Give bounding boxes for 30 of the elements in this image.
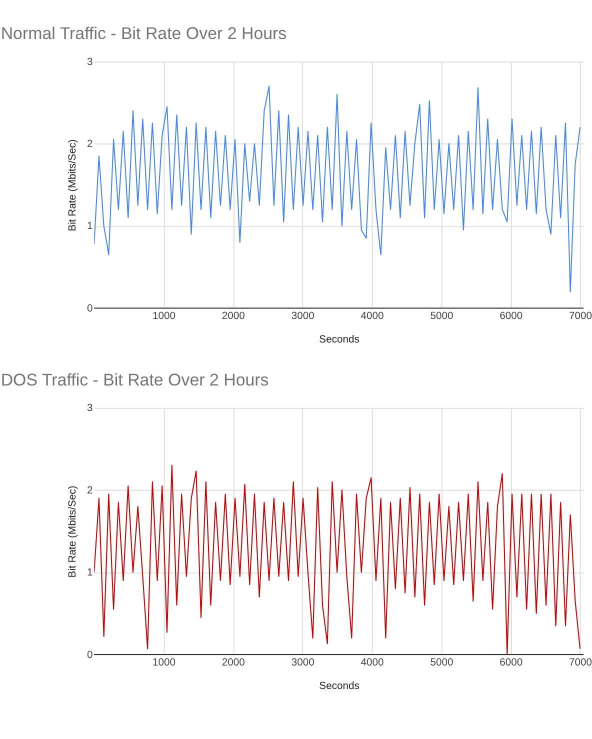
y-tick-label: 2 (86, 485, 93, 496)
y-tick-label: 2 (86, 139, 93, 150)
x-axis-title: Seconds (319, 334, 360, 346)
y-tick-label: 1 (86, 221, 93, 232)
chart-title: Normal Traffic - Bit Rate Over 2 Hours (0, 24, 287, 43)
x-tick-label: 7000 (569, 657, 592, 668)
line-series (94, 86, 581, 292)
x-tick-label: 3000 (291, 657, 315, 668)
x-tick-label: 2000 (222, 657, 246, 668)
x-tick-label: 6000 (500, 657, 523, 668)
y-tick-label: 3 (86, 403, 93, 414)
x-tick-label: 6000 (500, 310, 523, 322)
x-tick-label: 1000 (152, 657, 176, 668)
x-tick-label: 3000 (291, 310, 315, 322)
y-tick-label: 1 (86, 568, 93, 579)
x-tick-label: 7000 (569, 310, 592, 322)
y-tick-label: 0 (86, 650, 93, 661)
x-tick-label: 4000 (360, 657, 384, 668)
x-axis-title: Seconds (319, 680, 360, 692)
y-tick-label: 3 (86, 56, 93, 68)
x-tick-label: 1000 (152, 310, 176, 322)
x-tick-label: 5000 (430, 310, 454, 322)
y-axis-title: Bit Rate (Mbits/Sec) (68, 486, 79, 578)
line-series (94, 464, 581, 654)
x-tick-label: 2000 (222, 310, 246, 322)
x-tick-label: 4000 (360, 310, 384, 322)
y-tick-label: 0 (86, 303, 93, 314)
y-axis-title: Bit Rate (Mbits/Sec) (68, 139, 79, 232)
x-tick-label: 5000 (430, 657, 454, 668)
chart-title: DOS Traffic - Bit Rate Over 2 Hours (0, 370, 269, 390)
